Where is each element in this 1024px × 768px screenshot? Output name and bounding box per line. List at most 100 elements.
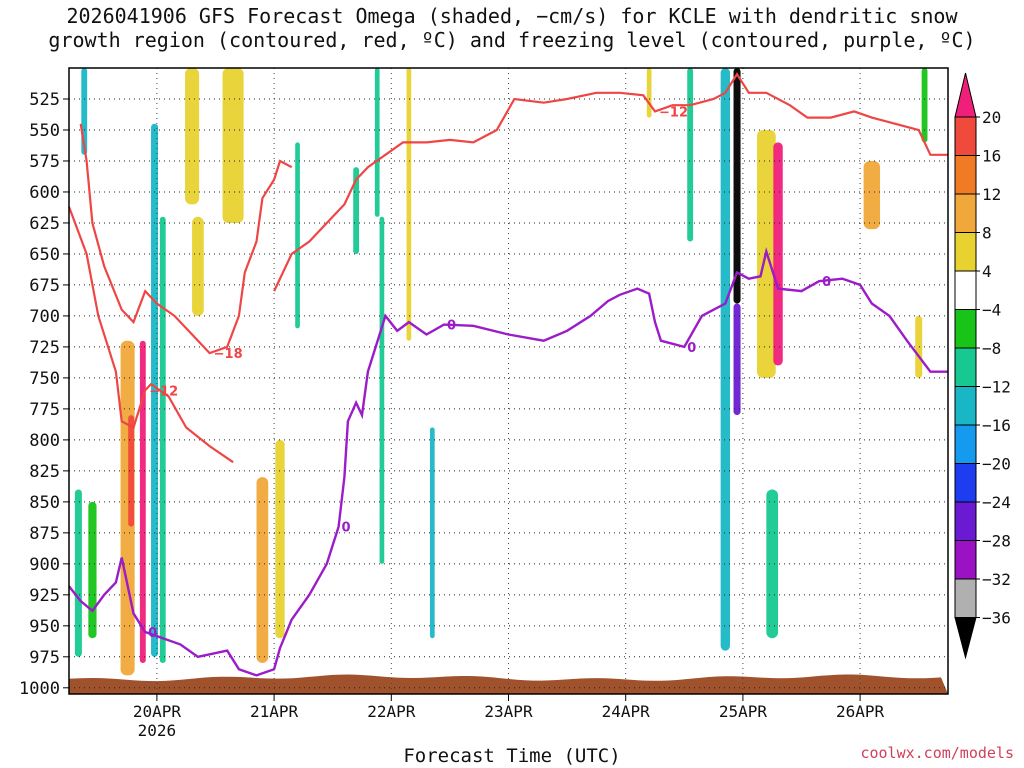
y-tick-label: 525 — [29, 90, 60, 110]
snow-growth-label: −12 — [659, 105, 688, 120]
snow-growth-line — [67, 206, 234, 464]
colorbar-label: −16 — [982, 416, 1011, 435]
omega-cell — [646, 68, 652, 118]
colorbar-label: −32 — [982, 570, 1011, 589]
terrain-fill — [69, 674, 948, 694]
omega-cell — [256, 477, 269, 664]
x-tick-label: 25APR — [719, 702, 768, 721]
plot-area — [69, 68, 948, 694]
colorbar-swatch — [954, 347, 977, 387]
y-tick-label: 800 — [29, 431, 60, 451]
snow-growth-contours: −18 −12 −12 — [67, 72, 948, 464]
x-axis-label: Forecast Time (UTC) — [403, 745, 621, 767]
freezing-level-label: 0 — [687, 341, 696, 356]
colorbar-label: 4 — [982, 262, 992, 281]
omega-cell — [128, 415, 135, 527]
colorbar-swatch — [954, 463, 977, 503]
freezing-level-line — [68, 246, 948, 677]
omega-shading — [74, 68, 928, 676]
omega-cell — [915, 315, 923, 378]
y-tick-label: 575 — [29, 152, 60, 172]
y-tick-label: 975 — [29, 648, 60, 668]
colorbar-swatch — [954, 578, 977, 618]
freezing-level-label: 0 — [822, 275, 831, 290]
y-tick-label: 700 — [29, 307, 60, 327]
y-tick-label: 775 — [29, 400, 60, 420]
omega-cell — [159, 216, 166, 664]
omega-cell — [185, 68, 200, 205]
colorbar-label: −20 — [982, 455, 1011, 474]
y-tick-label: 950 — [29, 617, 60, 637]
colorbar-swatch — [954, 501, 977, 541]
omega-cell — [379, 216, 385, 564]
snow-growth-line — [273, 72, 948, 292]
omega-cell — [406, 68, 412, 341]
x-tick-label: 21APR — [250, 702, 299, 721]
omega-cell — [374, 68, 380, 217]
plot-background — [69, 68, 948, 694]
colorbar-label: 16 — [982, 147, 1001, 166]
colorbar-label: −28 — [982, 532, 1011, 551]
colorbar-label: −24 — [982, 493, 1011, 512]
colorbar-label: 8 — [982, 224, 992, 243]
omega-cell — [429, 427, 435, 639]
colorbar-label: −4 — [982, 301, 1001, 320]
x-tick-label: 22APR — [367, 702, 416, 721]
colorbar-label: 12 — [982, 185, 1001, 204]
y-tick-label: 550 — [29, 121, 60, 141]
y-tick-label: 625 — [29, 214, 60, 234]
freezing-level-label: 0 — [342, 521, 351, 536]
y-tick-label: 750 — [29, 369, 60, 389]
colorbar-swatch — [954, 155, 977, 195]
y-tick-label: 600 — [29, 183, 60, 203]
colorbar: 20 16 12 8 4 −4 −8 −12 −16 −20 −24 −28 −32 −36 — [954, 72, 1011, 660]
omega-cell — [733, 68, 741, 304]
y-tick-label: 675 — [29, 276, 60, 296]
omega-cell — [863, 160, 881, 230]
omega-cell — [733, 303, 741, 416]
snow-growth-line — [79, 123, 293, 355]
colorbar-swatch — [954, 309, 977, 349]
x-tick-label: 20APR — [133, 702, 182, 721]
colorbar-swatch — [954, 232, 977, 272]
y-tick-label: 1000 — [19, 679, 60, 699]
omega-cell — [192, 216, 204, 316]
colorbar-swatch — [954, 540, 977, 580]
omega-cell — [139, 340, 146, 664]
omega-cell — [222, 68, 244, 223]
colorbar-cap-bottom — [954, 617, 977, 660]
omega-cell — [720, 68, 731, 651]
omega-cell — [773, 142, 783, 366]
snow-growth-label: −12 — [149, 384, 178, 399]
colorbar-label: −12 — [982, 378, 1011, 397]
x-tick-sublabel: 2026 — [138, 721, 177, 740]
y-tick-label: 925 — [29, 586, 60, 606]
omega-cell — [353, 167, 360, 254]
freezing-level-label: 0 — [148, 626, 157, 641]
colorbar-label: 20 — [982, 108, 1001, 127]
freezing-level-contour: 0 0 0 0 0 — [68, 246, 948, 677]
y-tick-label: 900 — [29, 555, 60, 575]
colorbar-label: −8 — [982, 339, 1001, 358]
colorbar-swatch — [954, 116, 977, 156]
omega-cell — [921, 68, 928, 143]
y-tick-label: 650 — [29, 245, 60, 265]
snow-growth-label: −18 — [214, 347, 243, 362]
colorbar-label: −36 — [982, 609, 1011, 628]
x-tick-label: 23APR — [484, 702, 533, 721]
y-axis-ticks: 525 550 575 600 625 650 675 700 725 750 775 800 825 8… — [19, 90, 69, 699]
terrain-band — [69, 674, 948, 694]
freezing-level-label: 0 — [447, 319, 456, 334]
omega-cell — [88, 501, 97, 639]
colorbar-swatch — [954, 386, 977, 426]
credit-text: coolwx.com/models — [860, 744, 1014, 762]
chart-title: 2026041906 GFS Forecast Omega (shaded, −… — [0, 4, 1024, 52]
chart-title-line-2: growth region (contoured, red, ºC) and f… — [48, 28, 976, 52]
y-tick-label: 875 — [29, 524, 60, 544]
chart-title-line-1: 2026041906 GFS Forecast Omega (shaded, −… — [66, 4, 958, 28]
colorbar-swatch — [954, 270, 977, 310]
y-tick-label: 725 — [29, 338, 60, 358]
x-tick-label: 26APR — [836, 702, 885, 721]
omega-cell — [766, 489, 779, 639]
omega-cell — [151, 123, 159, 657]
